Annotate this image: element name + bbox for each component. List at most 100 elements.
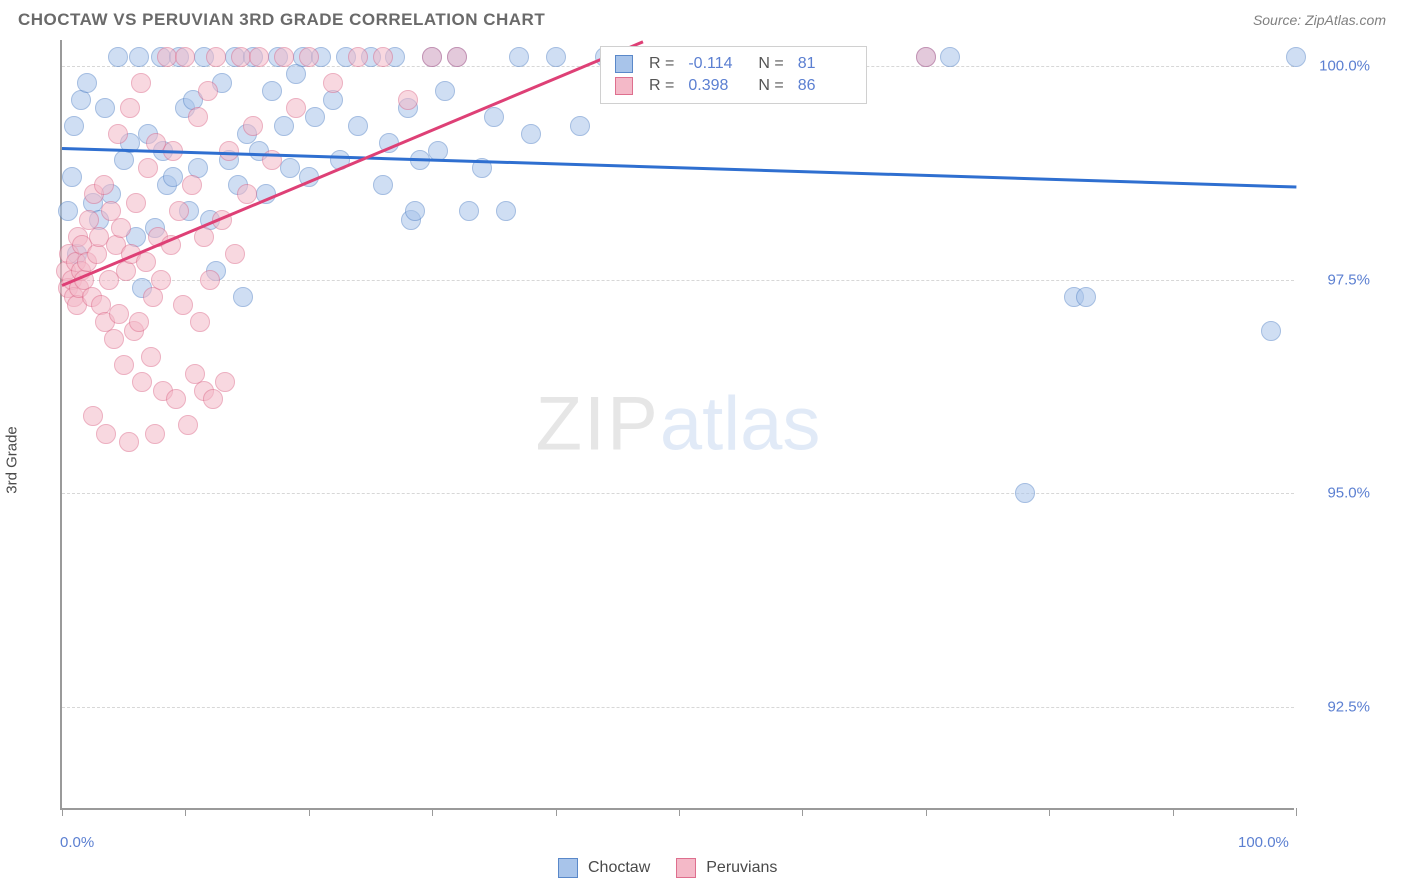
data-point [141, 347, 161, 367]
legend-label: Choctaw [588, 859, 650, 877]
data-point [111, 218, 131, 238]
data-point [157, 47, 177, 67]
data-point [546, 47, 566, 67]
data-point [132, 372, 152, 392]
data-point [95, 98, 115, 118]
x-tick [309, 808, 310, 816]
data-point [136, 252, 156, 272]
legend-item: Peruvians [676, 856, 777, 880]
data-point [143, 287, 163, 307]
data-point [1286, 47, 1306, 67]
data-point [447, 47, 467, 67]
data-point [145, 424, 165, 444]
x-tick [1173, 808, 1174, 816]
data-point [299, 47, 319, 67]
legend-label: Peruvians [706, 859, 777, 877]
data-point [188, 107, 208, 127]
data-point [129, 312, 149, 332]
data-point [114, 150, 134, 170]
chart-header: CHOCTAW VS PERUVIAN 3RD GRADE CORRELATIO… [0, 0, 1406, 36]
x-tick [802, 808, 803, 816]
source-attribution: Source: ZipAtlas.com [1253, 12, 1386, 28]
legend-swatch [615, 77, 633, 95]
data-point [484, 107, 504, 127]
stat-n-value: 81 [798, 55, 852, 73]
data-point [323, 90, 343, 110]
y-tick-label: 97.5% [1300, 271, 1370, 288]
data-point [126, 193, 146, 213]
data-point [151, 270, 171, 290]
data-point [916, 47, 936, 67]
data-point [120, 98, 140, 118]
data-point [422, 47, 442, 67]
data-point [173, 295, 193, 315]
data-point [190, 312, 210, 332]
data-point [131, 73, 151, 93]
y-tick-label: 100.0% [1300, 57, 1370, 74]
data-point [323, 73, 343, 93]
x-axis-label: 0.0% [60, 834, 94, 851]
data-point [215, 372, 235, 392]
data-point [398, 90, 418, 110]
watermark: ZIPatlas [536, 381, 821, 468]
y-tick-label: 95.0% [1300, 485, 1370, 502]
y-tick-label: 92.5% [1300, 699, 1370, 716]
chart-title: CHOCTAW VS PERUVIAN 3RD GRADE CORRELATIO… [18, 10, 545, 30]
data-point [108, 47, 128, 67]
x-tick [926, 808, 927, 816]
data-point [1015, 483, 1035, 503]
chart-container: 3rd Grade 92.5%95.0%97.5%100.0%ZIPatlasR… [18, 40, 1388, 880]
plot-area: 92.5%95.0%97.5%100.0%ZIPatlasR =-0.114N … [60, 40, 1294, 810]
data-point [178, 415, 198, 435]
stat-n-label: N = [758, 55, 783, 73]
data-point [280, 158, 300, 178]
data-point [286, 64, 306, 84]
x-tick [62, 808, 63, 816]
stats-legend-row: R = -0.114 N = 81 [615, 53, 852, 75]
data-point [1076, 287, 1096, 307]
data-point [163, 167, 183, 187]
legend-swatch [676, 858, 696, 878]
x-tick [1296, 808, 1297, 816]
data-point [233, 287, 253, 307]
data-point [459, 201, 479, 221]
data-point [509, 47, 529, 67]
stats-legend-row: R =0.398N =86 [615, 75, 852, 97]
data-point [109, 304, 129, 324]
data-point [83, 406, 103, 426]
stat-r-value: -0.114 [688, 55, 742, 73]
gridline [62, 280, 1294, 281]
x-tick [1049, 808, 1050, 816]
data-point [206, 47, 226, 67]
data-point [94, 175, 114, 195]
data-point [286, 98, 306, 118]
x-tick [679, 808, 680, 816]
data-point [521, 124, 541, 144]
legend-swatch [615, 55, 633, 73]
data-point [96, 424, 116, 444]
data-point [175, 47, 195, 67]
legend-item: Choctaw [558, 856, 650, 880]
x-tick [432, 808, 433, 816]
data-point [203, 389, 223, 409]
data-point [243, 116, 263, 136]
legend-swatch [558, 858, 578, 878]
data-point [373, 47, 393, 67]
data-point [77, 73, 97, 93]
data-point [305, 107, 325, 127]
data-point [435, 81, 455, 101]
stats-legend: R =-0.114N =81R =0.398N =86 [600, 46, 867, 104]
data-point [87, 244, 107, 264]
data-point [231, 47, 251, 67]
data-point [58, 201, 78, 221]
stat-n-label: N = [758, 77, 783, 95]
stat-n-value: 86 [798, 77, 852, 95]
data-point [64, 116, 84, 136]
data-point [274, 47, 294, 67]
data-point [108, 124, 128, 144]
data-point [200, 270, 220, 290]
data-point [348, 47, 368, 67]
data-point [373, 175, 393, 195]
data-point [104, 329, 124, 349]
stat-r-label: R = [649, 55, 674, 73]
